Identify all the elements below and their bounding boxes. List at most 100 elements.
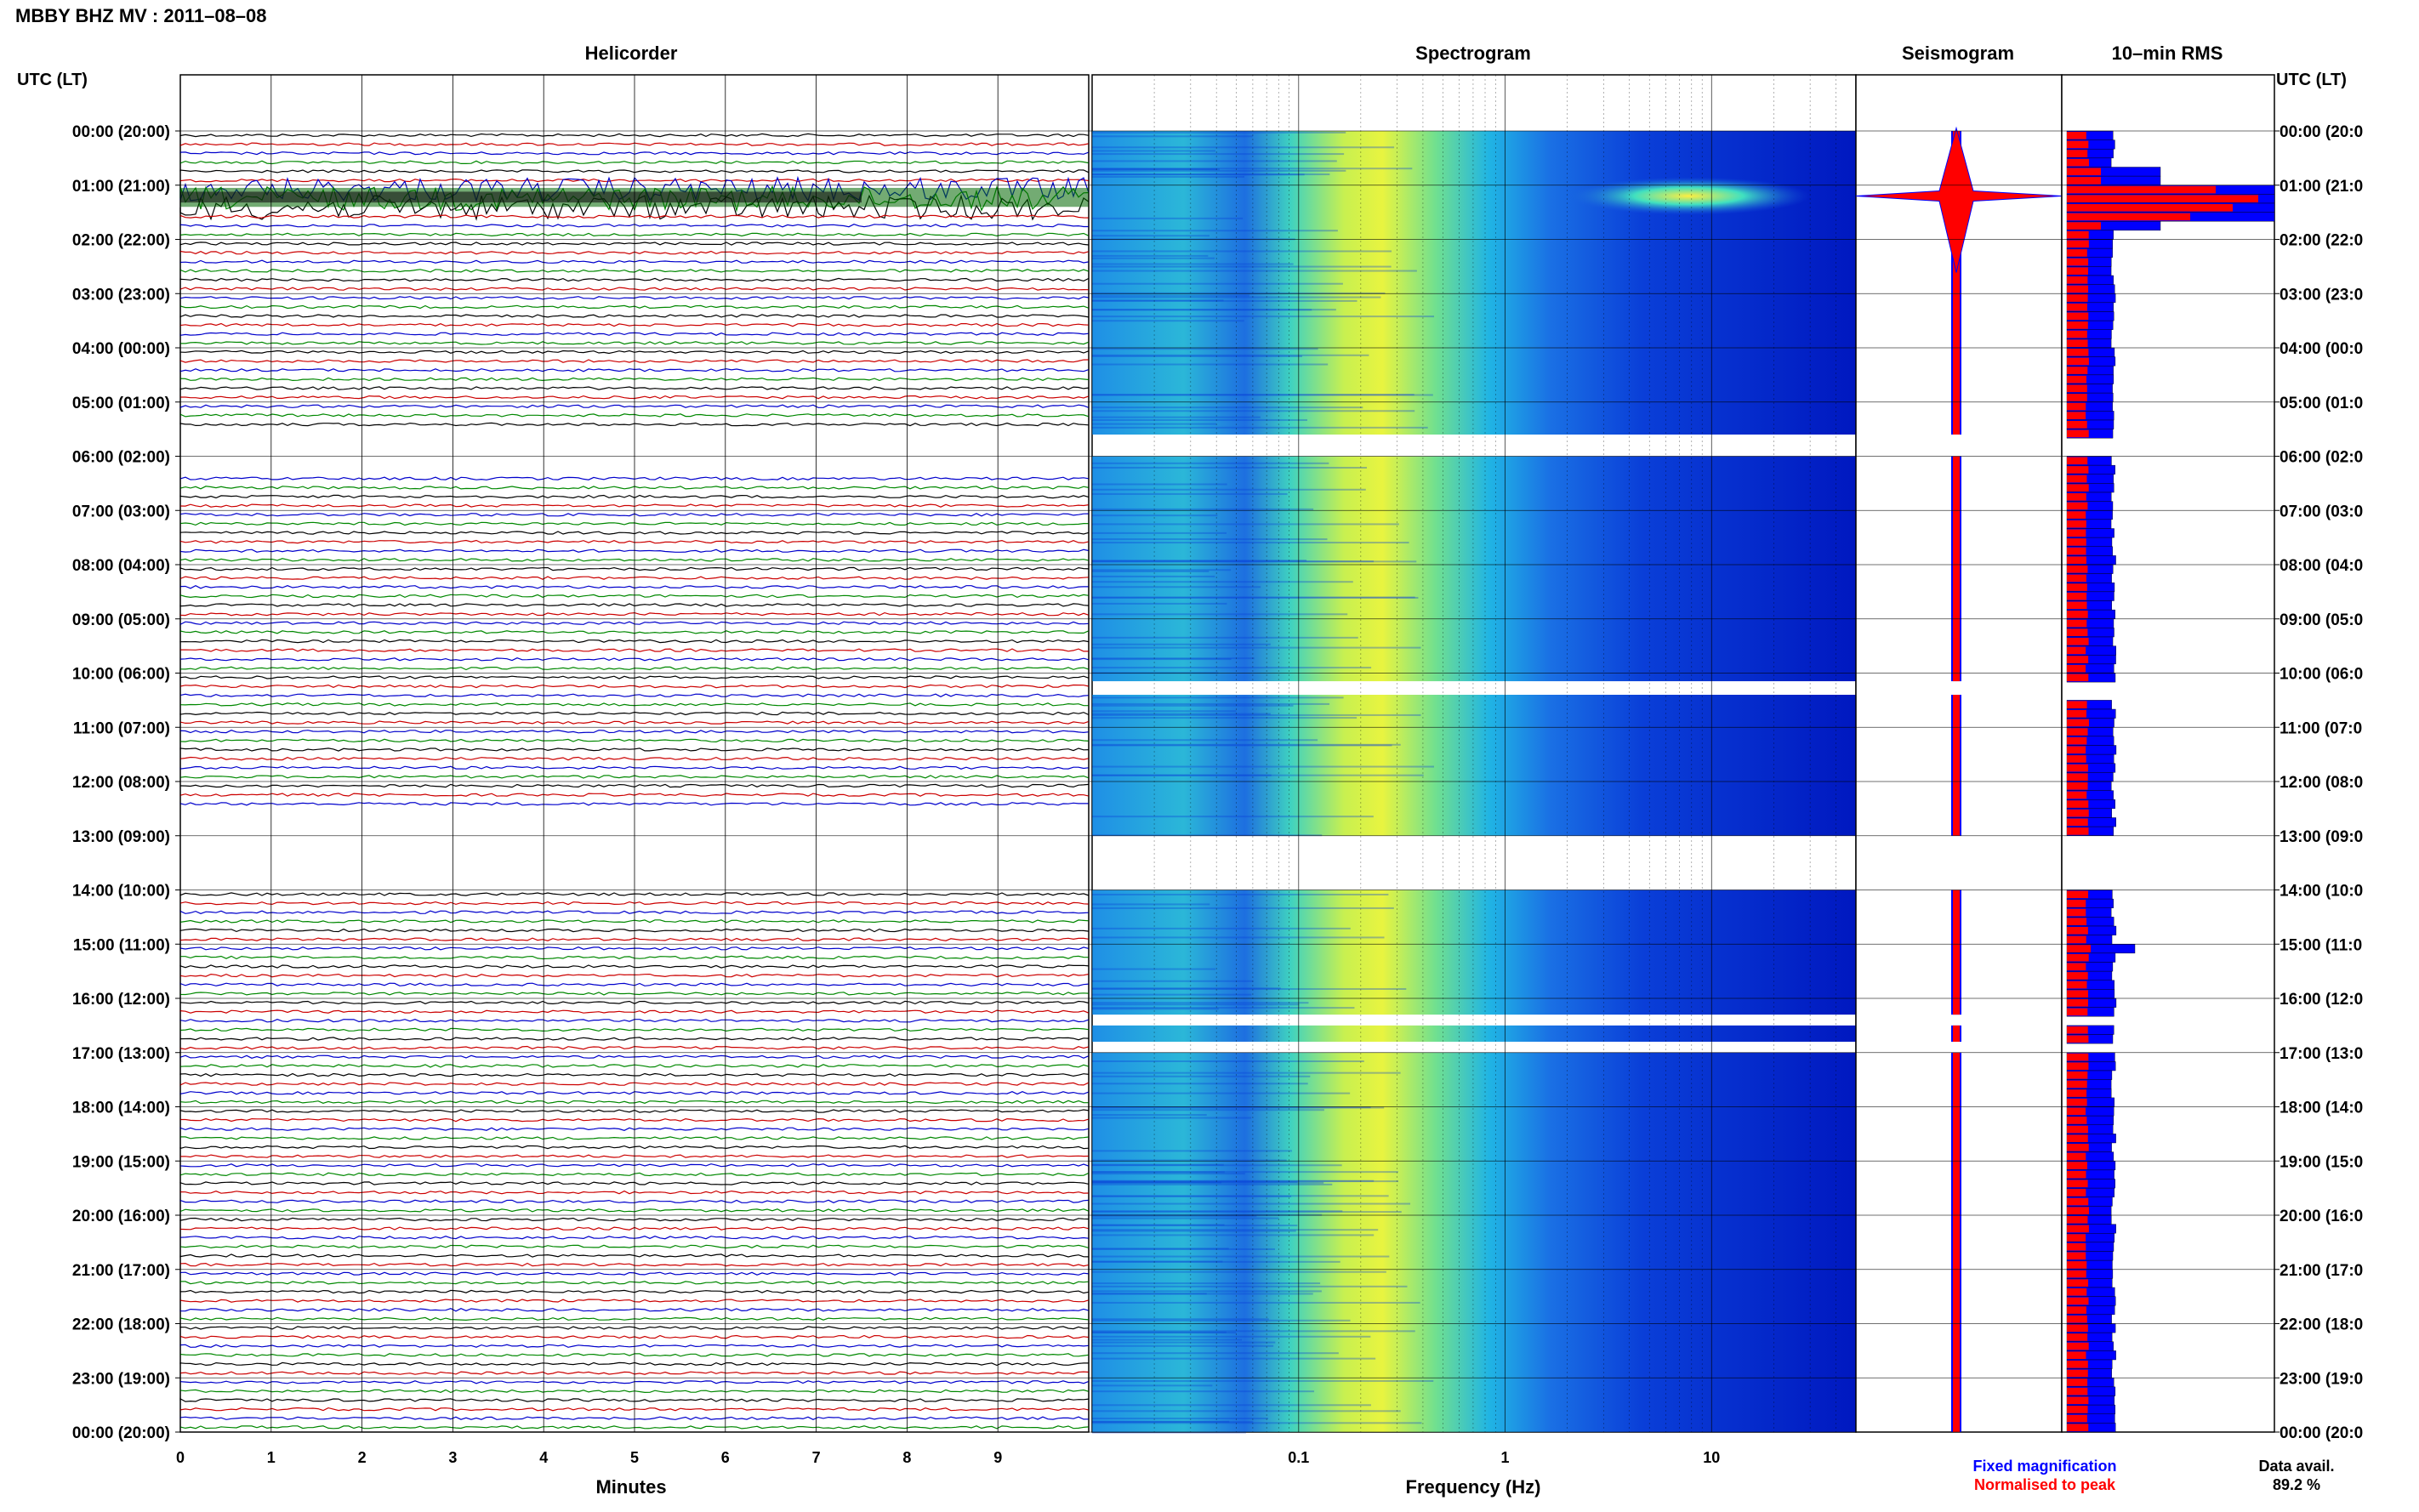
- spectrogram-texture: [1092, 1163, 1224, 1166]
- spectrogram-texture: [1092, 263, 1294, 265]
- rms-bar-normalised: [2067, 1297, 2089, 1305]
- spectrogram-texture: [1092, 560, 1375, 563]
- hour-label-left: 06:00 (02:00): [72, 449, 170, 467]
- spectrogram-texture: [1092, 146, 1395, 149]
- rms-bar-normalised: [2067, 276, 2088, 284]
- helicorder-trace: [179, 404, 1090, 408]
- rms-bar-normalised: [2067, 736, 2087, 745]
- spectrogram-texture: [1092, 702, 1330, 705]
- rms-bar-normalised: [2067, 953, 2089, 962]
- spectrogram-texture: [1092, 173, 1305, 176]
- spectrogram-texture: [1092, 710, 1237, 713]
- rms-bar-normalised: [2067, 1225, 2089, 1233]
- rms-bar-normalised: [2067, 773, 2088, 781]
- seismogram-trace-red: [1953, 456, 1960, 682]
- hour-label-right: 20:00 (16:0: [2280, 1208, 2363, 1225]
- spectrogram-texture: [1092, 153, 1345, 156]
- hour-label-right: 09:00 (05:0: [2280, 611, 2363, 629]
- helicorder-trace: [179, 585, 1089, 589]
- rms-bar-normalised: [2067, 222, 2101, 230]
- rms-bar-normalised: [2067, 412, 2086, 419]
- hour-label-left: 18:00 (14:00): [72, 1100, 170, 1117]
- rms-bar-normalised: [2067, 556, 2086, 564]
- helicorder-trace: [179, 521, 1090, 526]
- rms-bar-normalised: [2067, 809, 2089, 817]
- helicorder-x-tick: 6: [721, 1449, 730, 1466]
- helicorder-trace: [179, 214, 1090, 219]
- helicorder-trace: [179, 1271, 1090, 1276]
- spectrogram-panel: 0.1 1 10: [1091, 74, 1857, 1466]
- spectrogram-texture: [1092, 1282, 1321, 1285]
- rms-bar-normalised: [2067, 132, 2086, 139]
- spectrogram-texture: [1092, 160, 1337, 162]
- helicorder-trace: [179, 621, 1090, 626]
- helicorder-trace: [179, 539, 1090, 544]
- rms-bar-normalised: [2067, 457, 2088, 465]
- spectrogram-texture: [1092, 1260, 1340, 1263]
- rms-bar-normalised: [2067, 493, 2086, 501]
- helicorder-trace: [179, 964, 1090, 969]
- hour-label-right: 17:00 (13:0: [2280, 1045, 2363, 1063]
- spectrogram-texture: [1092, 1008, 1219, 1010]
- utc-label-left: UTC (LT): [17, 71, 88, 89]
- helicorder-trace: [179, 386, 1090, 390]
- helicorder-trace: [179, 350, 1090, 355]
- rms-bar-normalised: [2067, 611, 2088, 618]
- rms-bar-normalised: [2067, 1117, 2087, 1124]
- helicorder-trace: [179, 982, 1090, 986]
- rms-bar-normalised: [2067, 1107, 2086, 1116]
- spectrogram-texture: [1092, 1180, 1399, 1183]
- rms-bar-normalised: [2067, 547, 2086, 555]
- helicorder-trace: [179, 611, 1090, 617]
- rms-bar-normalised: [2067, 502, 2088, 510]
- helicorder-trace: [179, 666, 1090, 671]
- helicorder-trace: [179, 1109, 1090, 1113]
- spectrogram-texture: [1092, 1060, 1364, 1062]
- rms-bar-normalised: [2067, 800, 2089, 808]
- rms-bar-normalised: [2067, 1288, 2087, 1296]
- legend-fixed-magnification: Fixed magnification: [1972, 1458, 2116, 1475]
- rms-bar-normalised: [2067, 1134, 2088, 1142]
- spectrogram-texture: [1092, 492, 1288, 495]
- helicorder-trace: [179, 1082, 1090, 1086]
- helicorder-trace: [179, 1316, 1090, 1322]
- spectrogram-texture: [1092, 173, 1330, 176]
- spectrogram-texture: [1092, 1183, 1333, 1185]
- rms-bar-normalised: [2067, 1369, 2088, 1378]
- hour-label-right: 23:00 (19:0: [2280, 1370, 2363, 1388]
- rms-bar-normalised: [2067, 1315, 2087, 1323]
- rms-bar-normalised: [2067, 349, 2089, 356]
- spectrogram-block: [1092, 456, 1856, 682]
- seismogram-trace-red: [1953, 1025, 1960, 1042]
- spectrogram-texture: [1092, 987, 1407, 990]
- hour-label-left: 07:00 (03:00): [72, 503, 170, 520]
- spectrogram-texture: [1092, 834, 1323, 837]
- rms-bar-normalised: [2067, 402, 2086, 411]
- spectrogram-texture: [1092, 150, 1215, 152]
- rms-bar-normalised: [2067, 195, 2258, 202]
- spectrogram-texture: [1092, 596, 1415, 599]
- helicorder-trace: [179, 747, 1090, 752]
- helicorder-trace: [179, 160, 1090, 165]
- hour-label-right: 15:00 (11:0: [2280, 936, 2362, 954]
- helicorder-trace: [179, 756, 1090, 761]
- rms-bar-normalised: [2067, 1361, 2088, 1368]
- helicorder-trace: [179, 322, 1090, 327]
- helicorder-trace: [179, 775, 1090, 779]
- helicorder-trace: [179, 1226, 1090, 1231]
- spectrogram-texture: [1092, 1171, 1398, 1174]
- spectrogram-texture: [1092, 1270, 1386, 1273]
- hour-label-right: 04:00 (00:0: [2280, 340, 2363, 358]
- rms-bar-normalised: [2067, 818, 2088, 827]
- spectrogram-texture: [1092, 1106, 1371, 1109]
- helicorder-trace: [179, 224, 1089, 228]
- helicorder-trace: [179, 1037, 1090, 1041]
- spectrogram-texture: [1092, 299, 1357, 302]
- spectrogram-texture: [1092, 523, 1399, 526]
- spectrogram-texture: [1092, 658, 1232, 661]
- spectrogram-block: [1092, 695, 1856, 836]
- rms-bar-normalised: [2067, 1035, 2089, 1043]
- helicorder-trace: [179, 169, 1090, 173]
- spectrogram-texture: [1092, 354, 1369, 356]
- helicorder-trace: [179, 287, 1090, 291]
